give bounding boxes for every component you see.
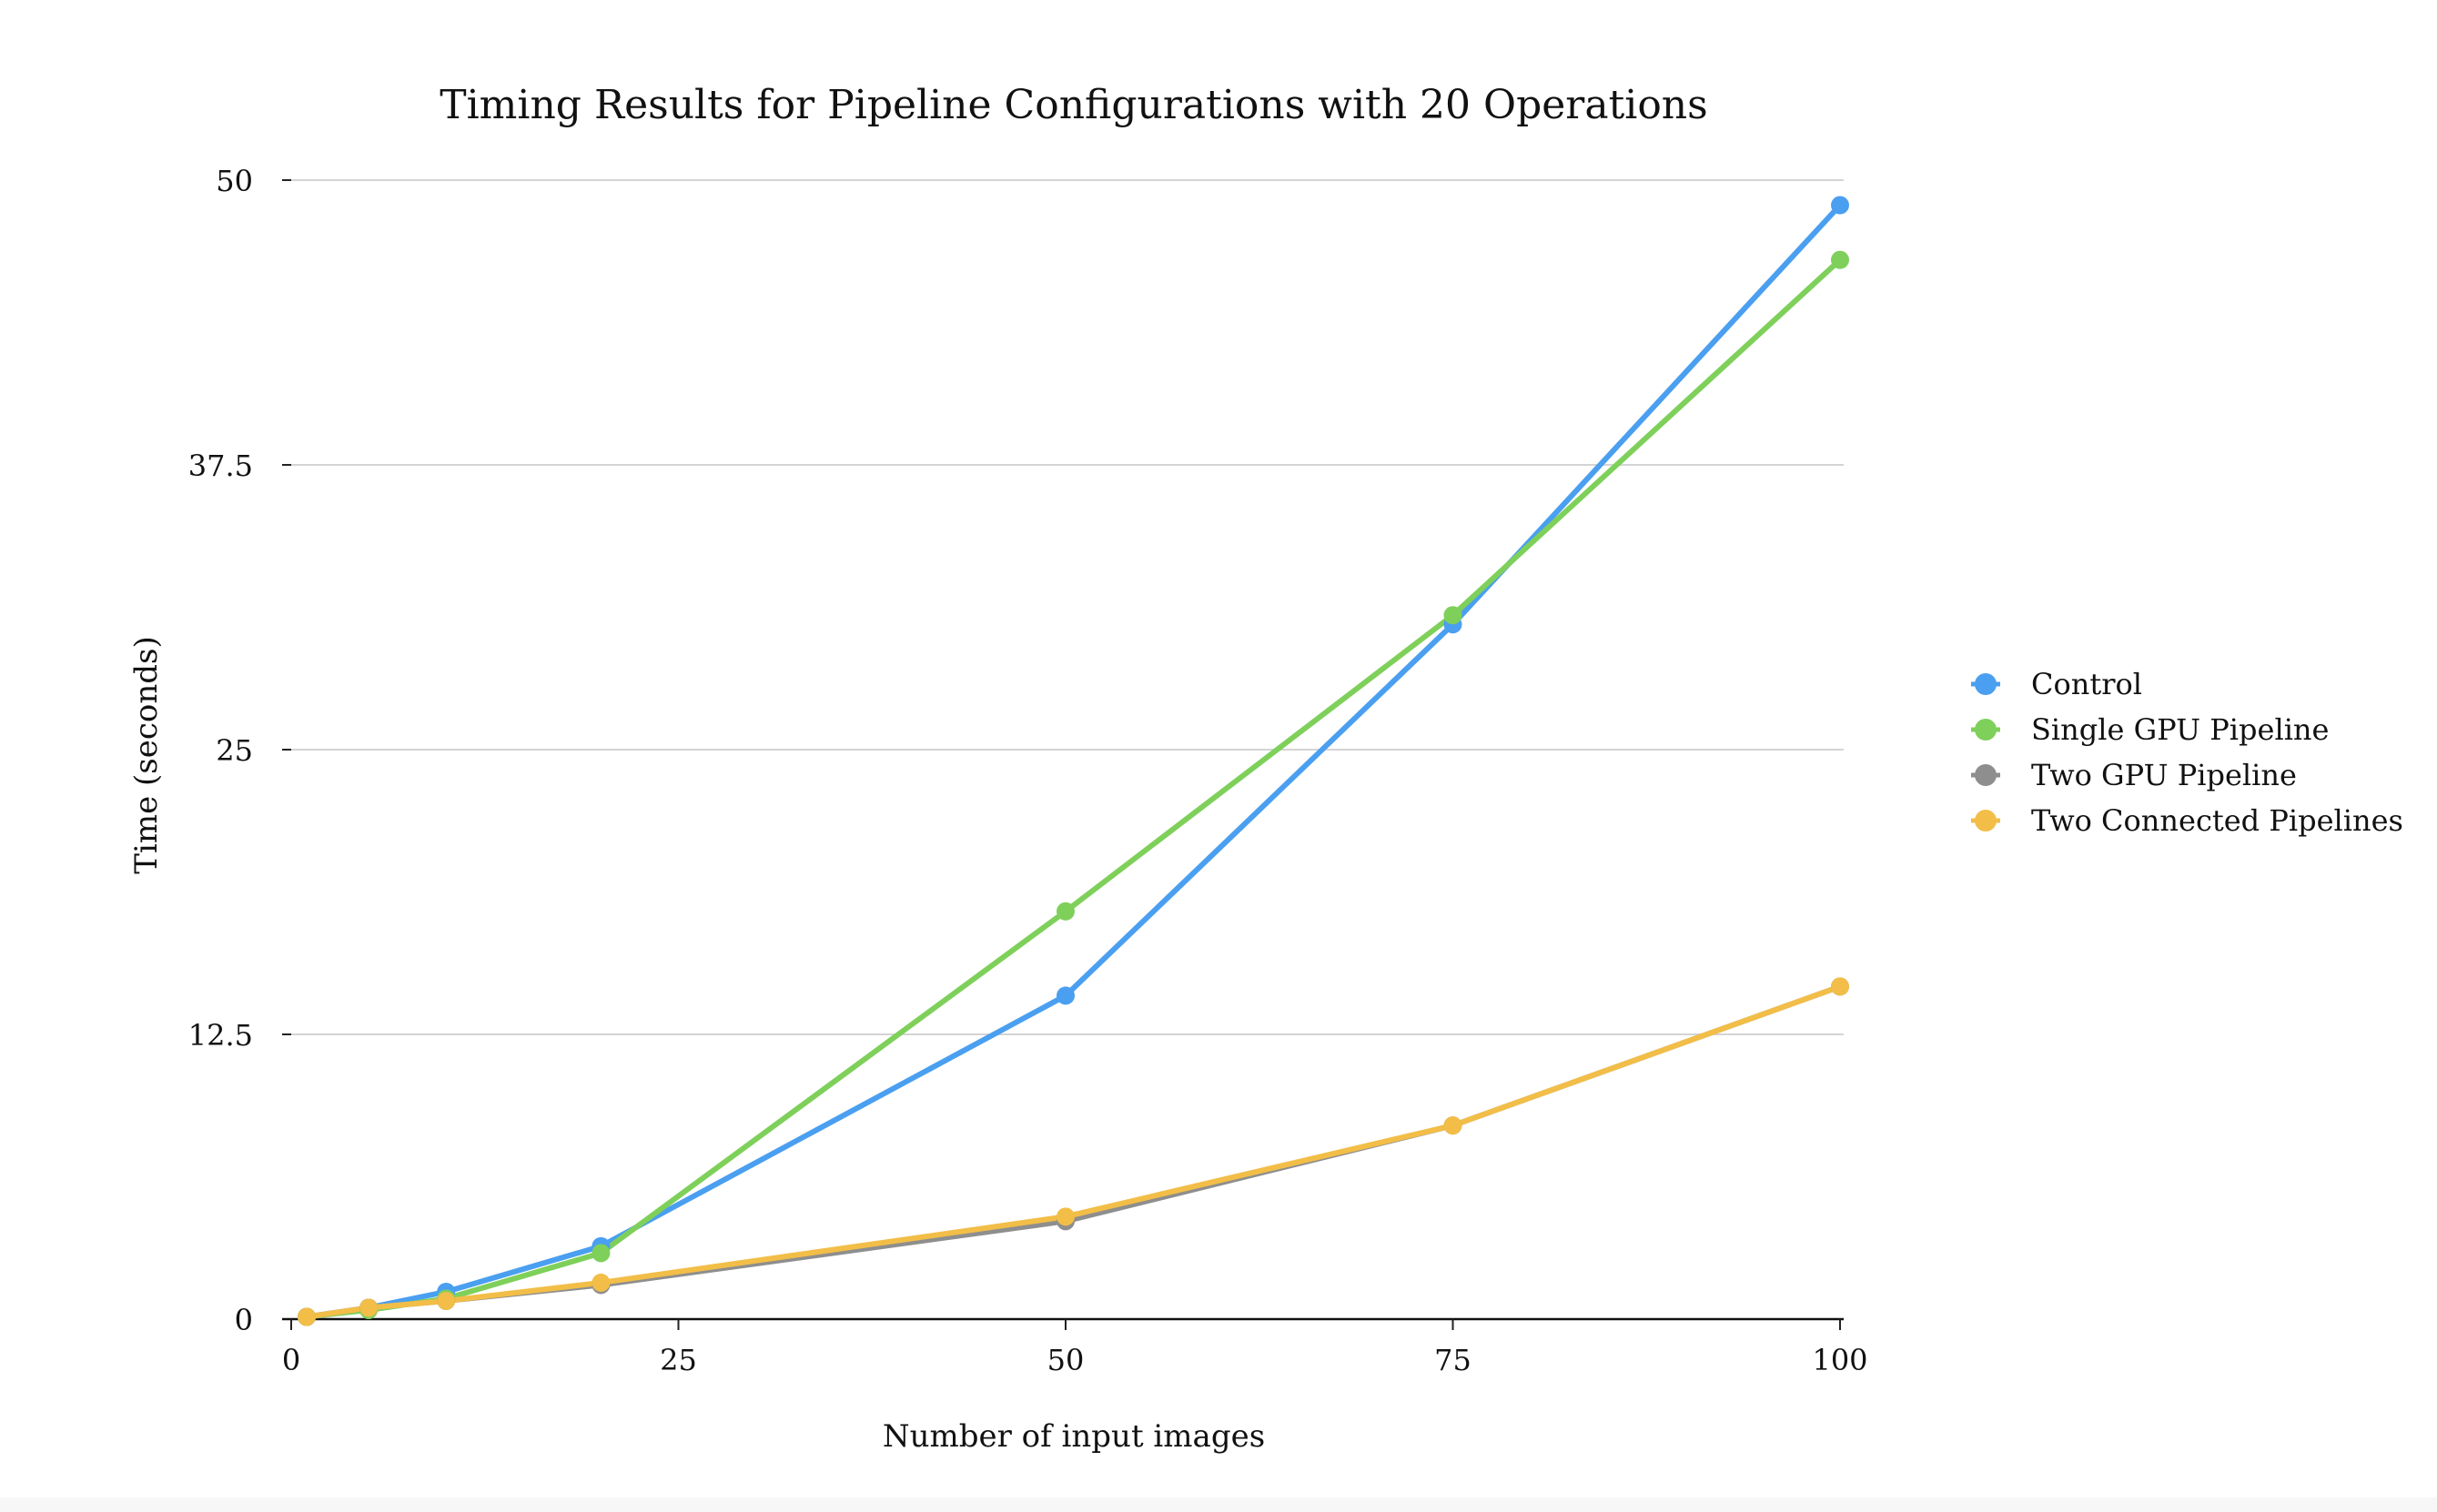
data-point — [1057, 986, 1075, 1005]
series-line — [304, 202, 1843, 1320]
data-point — [1831, 196, 1849, 215]
chart-title: Timing Results for Pipeline Configuratio… — [440, 82, 1707, 128]
y-tick-label: 25 — [216, 733, 253, 768]
y-axis-label: Time (seconds) — [128, 636, 165, 873]
legend: Control Single GPU Pipeline Two GPU Pipeli… — [1971, 667, 2403, 838]
legend-swatch-marker — [1975, 673, 1997, 695]
data-point — [359, 1298, 379, 1317]
data-point — [1831, 977, 1849, 996]
data-point — [592, 1273, 611, 1292]
data-point — [298, 1307, 317, 1326]
x-tick-label: 25 — [660, 1343, 697, 1377]
legend-swatch-marker — [1975, 764, 1997, 786]
x-tick-label: 100 — [1812, 1343, 1867, 1377]
data-point — [1443, 606, 1462, 625]
x-tick-label: 75 — [1434, 1343, 1471, 1377]
legend-label: Two GPU Pipeline — [2031, 758, 2297, 792]
data-point — [1057, 902, 1075, 921]
y-tick-label: 37.5 — [188, 449, 253, 483]
x-tick-label: 0 — [282, 1343, 300, 1377]
y-tick-label: 50 — [216, 164, 253, 198]
data-point — [1057, 1207, 1075, 1226]
legend-label: Control — [2031, 667, 2142, 701]
y-tick-label: 12.5 — [188, 1018, 253, 1053]
series-lines — [298, 196, 1849, 1326]
data-point — [1443, 1116, 1462, 1135]
data-point — [1831, 250, 1849, 269]
legend-label: Two Connected Pipelines — [2031, 803, 2403, 838]
axes: 0 12.5 25 37.5 50 0 25 50 75 100 — [188, 164, 1868, 1377]
legend-label: Single GPU Pipeline — [2031, 712, 2329, 747]
x-tick-label: 50 — [1047, 1343, 1085, 1377]
data-point — [437, 1291, 456, 1310]
grid-lines — [291, 179, 1844, 1035]
y-tick-label: 0 — [235, 1303, 253, 1337]
x-axis-label: Number of input images — [883, 1418, 1265, 1455]
data-point — [592, 1244, 611, 1263]
legend-swatch-marker — [1975, 810, 1997, 832]
legend-swatch-marker — [1975, 719, 1997, 741]
bottom-strip — [0, 1497, 2437, 1512]
series-line — [304, 257, 1843, 1320]
